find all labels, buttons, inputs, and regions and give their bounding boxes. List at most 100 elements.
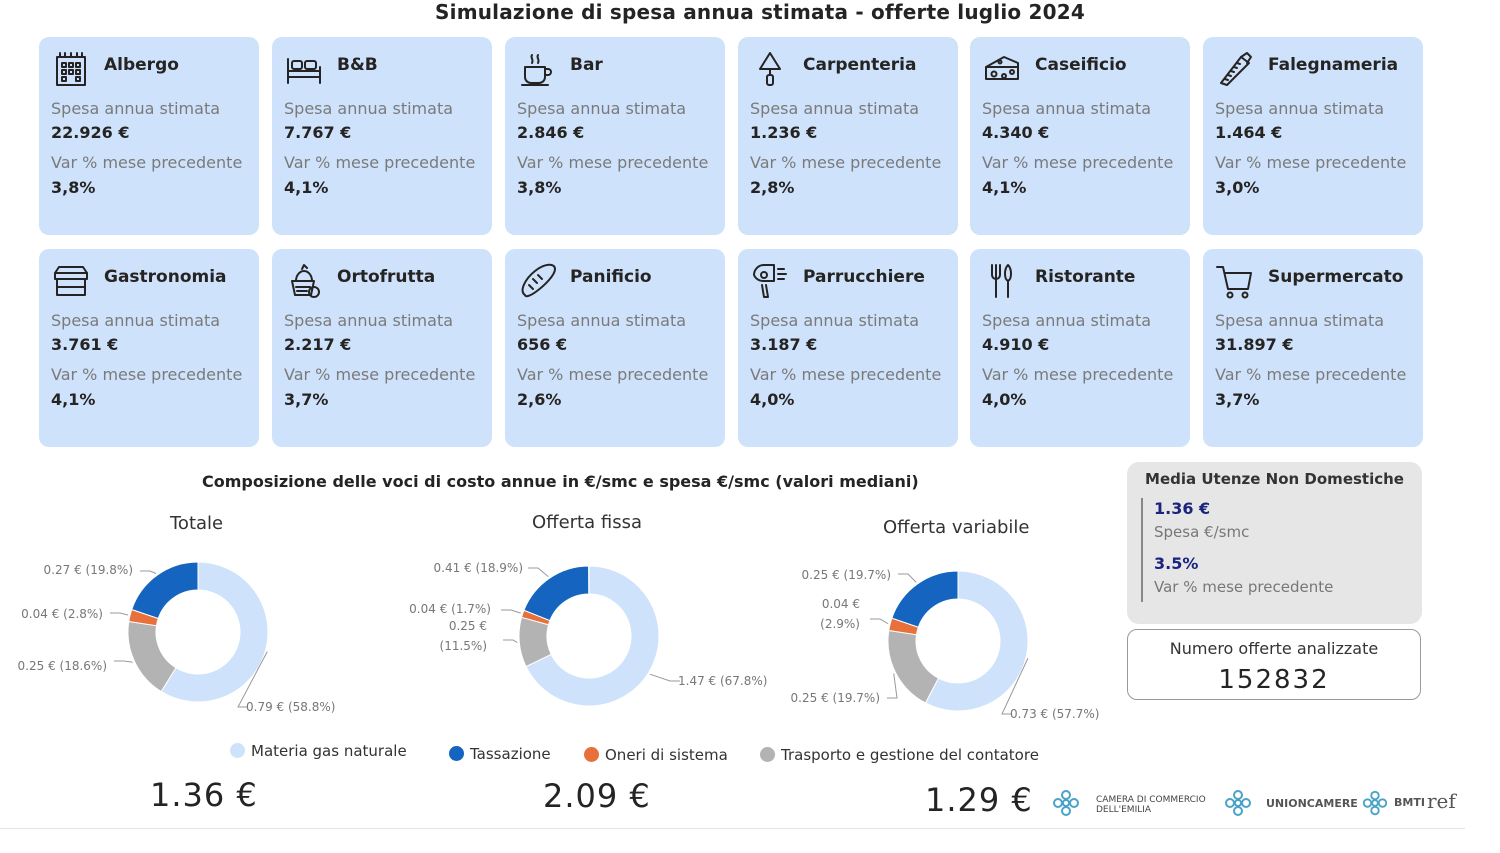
card-gastronomia: Gastronomia Spesa annua stimata 3.761 € … bbox=[39, 249, 259, 447]
card-var-value: 4,0% bbox=[982, 390, 1027, 409]
composition-subtitle: Composizione delle voci di costo annue i… bbox=[202, 472, 919, 491]
card-b-b: B&B Spesa annua stimata 7.767 € Var % me… bbox=[272, 37, 492, 235]
card-var-value: 3,8% bbox=[51, 178, 96, 197]
donut-slice-offerta-fissa-materia bbox=[525, 565, 660, 707]
leader-line-offerta-fissa-oneri bbox=[501, 609, 521, 614]
card-carpenteria: Carpenteria Spesa annua stimata 1.236 € … bbox=[738, 37, 958, 235]
card-bar: Bar Spesa annua stimata 2.846 € Var % me… bbox=[505, 37, 725, 235]
data-label-totale-oneri: 0.04 € (2.8%) bbox=[21, 607, 103, 621]
legend-label-tassazione: Tassazione bbox=[470, 745, 551, 763]
legend-dot-materia bbox=[230, 743, 245, 758]
hair-dryer-icon bbox=[750, 261, 790, 301]
card-title: Caseificio bbox=[1035, 55, 1127, 75]
card-var-label: Var % mese precedente bbox=[284, 365, 476, 384]
data-label-offerta-variabile-oneri: 0.04 € (2.9%) bbox=[820, 597, 860, 631]
leader-line-offerta-fissa-materia bbox=[649, 673, 680, 682]
offers-count-card: Numero offerte analizzate 152832 bbox=[1127, 629, 1421, 700]
bmti-logo-icon bbox=[1362, 790, 1388, 816]
card-title: Falegnameria bbox=[1268, 55, 1399, 75]
card-spesa-label: Spesa annua stimata bbox=[750, 311, 920, 330]
donut-slice-offerta-variabile-materia bbox=[924, 570, 1029, 712]
card-title: Supermercato bbox=[1268, 267, 1404, 287]
data-label-offerta-fissa-tassazione: 0.41 € (18.9%) bbox=[434, 561, 523, 575]
page-title: Simulazione di spesa annua stimata - off… bbox=[435, 0, 1085, 24]
donut-slice-offerta-fissa-tassazione bbox=[523, 565, 590, 622]
leader-line-offerta-variabile-materia bbox=[1001, 658, 1029, 715]
legend-dot-oneri bbox=[584, 747, 599, 762]
donut-slice-offerta-variabile-trasporto bbox=[887, 629, 940, 704]
data-label-offerta-fissa-materia: 1.47 € (67.8%) bbox=[678, 674, 767, 688]
donut-slice-offerta-variabile-tassazione bbox=[891, 570, 959, 628]
kpi-var-label: Var % mese precedente bbox=[1154, 578, 1334, 596]
chart-title-offerta-variabile: Offerta variabile bbox=[883, 517, 1030, 538]
leader-line-offerta-fissa-trasporto bbox=[503, 639, 518, 643]
card-title: Ristorante bbox=[1035, 267, 1136, 287]
legend-dot-tassazione bbox=[449, 746, 464, 761]
data-label-offerta-fissa-oneri: 0.04 € (1.7%) bbox=[409, 602, 491, 616]
data-label-offerta-variabile-trasporto: 0.25 € (19.7%) bbox=[791, 691, 880, 705]
leader-line-totale-trasporto bbox=[114, 660, 133, 663]
card-spesa-value: 3.187 € bbox=[750, 335, 818, 354]
card-title: Gastronomia bbox=[104, 267, 227, 287]
partner-logos: CAMERA DI COMMERCIO DELL'EMILIA UNIONCAM… bbox=[1050, 785, 1470, 825]
cheese-icon bbox=[982, 49, 1022, 89]
card-spesa-label: Spesa annua stimata bbox=[750, 99, 920, 118]
legend-label-oneri: Oneri di sistema bbox=[605, 746, 728, 764]
kpi-media-utenze: Media Utenze Non Domestiche 1.36 € Spesa… bbox=[1127, 462, 1422, 624]
card-spesa-value: 2.846 € bbox=[517, 123, 585, 142]
card-var-value: 2,8% bbox=[750, 178, 795, 197]
cutlery-icon bbox=[982, 261, 1022, 301]
card-spesa-label: Spesa annua stimata bbox=[1215, 311, 1385, 330]
legend-trasporto: Trasporto e gestione del contatore bbox=[760, 746, 1039, 764]
leader-line-offerta-variabile-oneri bbox=[870, 618, 889, 625]
ref-logo-text: ref bbox=[1427, 789, 1456, 813]
card-var-value: 3,7% bbox=[284, 390, 329, 409]
legend-oneri: Oneri di sistema bbox=[584, 746, 728, 764]
card-spesa-label: Spesa annua stimata bbox=[51, 99, 221, 118]
card-spesa-label: Spesa annua stimata bbox=[284, 311, 454, 330]
card-spesa-label: Spesa annua stimata bbox=[1215, 99, 1385, 118]
card-var-value: 2,6% bbox=[517, 390, 562, 409]
camera-commercio-logo-icon bbox=[1053, 790, 1079, 816]
offers-count-value: 152832 bbox=[1218, 665, 1330, 695]
bottom-divider bbox=[0, 828, 1465, 829]
card-spesa-value: 4.340 € bbox=[982, 123, 1050, 142]
card-var-value: 4,1% bbox=[51, 390, 96, 409]
card-var-label: Var % mese precedente bbox=[517, 153, 709, 172]
unioncamere-logo-icon bbox=[1225, 790, 1251, 816]
card-spesa-value: 31.897 € bbox=[1215, 335, 1294, 354]
leader-line-totale-tassazione bbox=[140, 570, 157, 574]
card-var-value: 3,8% bbox=[517, 178, 562, 197]
card-spesa-value: 7.767 € bbox=[284, 123, 352, 142]
card-var-value: 3,0% bbox=[1215, 178, 1260, 197]
card-spesa-value: 656 € bbox=[517, 335, 568, 354]
card-var-label: Var % mese precedente bbox=[517, 365, 709, 384]
saw-icon bbox=[1215, 49, 1255, 89]
bread-icon bbox=[517, 261, 557, 301]
data-label-offerta-variabile-materia: 0.73 € (57.7%) bbox=[1010, 707, 1099, 721]
offers-count-label: Numero offerte analizzate bbox=[1169, 639, 1379, 658]
card-var-label: Var % mese precedente bbox=[982, 365, 1174, 384]
leader-line-totale-oneri bbox=[110, 612, 129, 616]
card-spesa-value: 1.236 € bbox=[750, 123, 818, 142]
card-spesa-value: 3.761 € bbox=[51, 335, 119, 354]
legend-tassazione: Tassazione bbox=[449, 745, 551, 763]
leader-line-offerta-variabile-trasporto bbox=[887, 673, 898, 699]
leader-line-offerta-variabile-tassazione bbox=[898, 573, 917, 583]
card-var-label: Var % mese precedente bbox=[750, 153, 942, 172]
card-parrucchiere: Parrucchiere Spesa annua stimata 3.187 €… bbox=[738, 249, 958, 447]
card-var-label: Var % mese precedente bbox=[1215, 365, 1407, 384]
total-offerta-fissa: 2.09 € bbox=[543, 777, 651, 815]
donut-slice-totale-materia bbox=[160, 561, 269, 703]
bmti-logo-text: BMTI bbox=[1394, 796, 1425, 809]
card-spesa-value: 2.217 € bbox=[284, 335, 352, 354]
card-var-label: Var % mese precedente bbox=[750, 365, 942, 384]
chart-title-totale: Totale bbox=[170, 513, 224, 534]
card-var-label: Var % mese precedente bbox=[51, 365, 243, 384]
legend-label-trasporto: Trasporto e gestione del contatore bbox=[781, 746, 1039, 764]
card-var-label: Var % mese precedente bbox=[284, 153, 476, 172]
card-title: Panificio bbox=[570, 267, 652, 287]
card-var-label: Var % mese precedente bbox=[982, 153, 1174, 172]
card-spesa-value: 22.926 € bbox=[51, 123, 130, 142]
kpi-spesa-label: Spesa €/smc bbox=[1154, 523, 1250, 541]
